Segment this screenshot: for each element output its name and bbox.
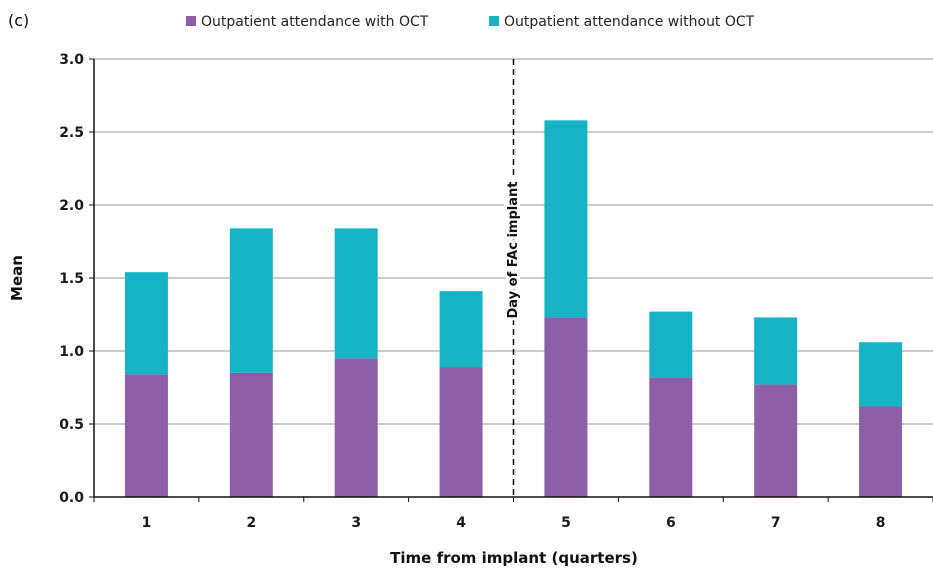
y-axis-ticks: 0.0 0.5 1.0 1.5 2.0 2.5 3.0 xyxy=(59,52,94,506)
y-tick-label: 1.0 xyxy=(59,344,84,360)
bar-with-oct xyxy=(439,367,483,497)
x-tick-label: 4 xyxy=(456,515,466,531)
legend: Outpatient attendance with OCT Outpatien… xyxy=(186,14,755,30)
bar-without-oct xyxy=(334,228,378,359)
bar-without-oct xyxy=(754,317,798,385)
x-tick-label: 8 xyxy=(876,515,886,531)
bar-without-oct xyxy=(124,272,168,375)
x-axis-ticks: 1 2 3 4 5 6 7 8 xyxy=(93,497,933,531)
legend-swatch-with-oct xyxy=(186,16,196,26)
panel-label: (c) xyxy=(8,11,29,30)
bar-without-oct xyxy=(544,120,588,318)
y-tick-label: 2.0 xyxy=(59,198,84,214)
bar-without-oct xyxy=(859,342,903,407)
y-tick-label: 2.5 xyxy=(59,125,84,141)
x-tick-label: 5 xyxy=(561,515,571,531)
x-tick-label: 7 xyxy=(771,515,781,531)
y-axis-title: Mean xyxy=(8,255,26,301)
x-axis-title: Time from implant (quarters) xyxy=(390,549,638,567)
implant-annotation: Day of FAc implant xyxy=(506,182,521,319)
bar-without-oct xyxy=(649,311,693,378)
bar-with-oct xyxy=(649,377,693,497)
bar-with-oct xyxy=(859,406,903,497)
bars xyxy=(124,120,903,497)
legend-swatch-without-oct xyxy=(489,16,499,26)
bar-with-oct xyxy=(754,384,798,497)
bar-with-oct xyxy=(544,317,588,497)
y-tick-label: 0.0 xyxy=(59,490,84,506)
y-tick-label: 0.5 xyxy=(59,417,84,433)
x-tick-label: 1 xyxy=(142,515,152,531)
bar-with-oct xyxy=(229,372,273,497)
bar-with-oct xyxy=(124,374,168,497)
x-tick-label: 6 xyxy=(666,515,676,531)
bar-with-oct xyxy=(334,358,378,497)
legend-label-with-oct: Outpatient attendance with OCT xyxy=(201,14,429,30)
bar-without-oct xyxy=(229,228,273,373)
y-tick-label: 3.0 xyxy=(59,52,84,68)
bar-without-oct xyxy=(439,291,483,368)
y-tick-label: 1.5 xyxy=(59,271,84,287)
legend-label-without-oct: Outpatient attendance without OCT xyxy=(504,14,755,30)
x-tick-label: 2 xyxy=(246,515,256,531)
x-tick-label: 3 xyxy=(351,515,361,531)
